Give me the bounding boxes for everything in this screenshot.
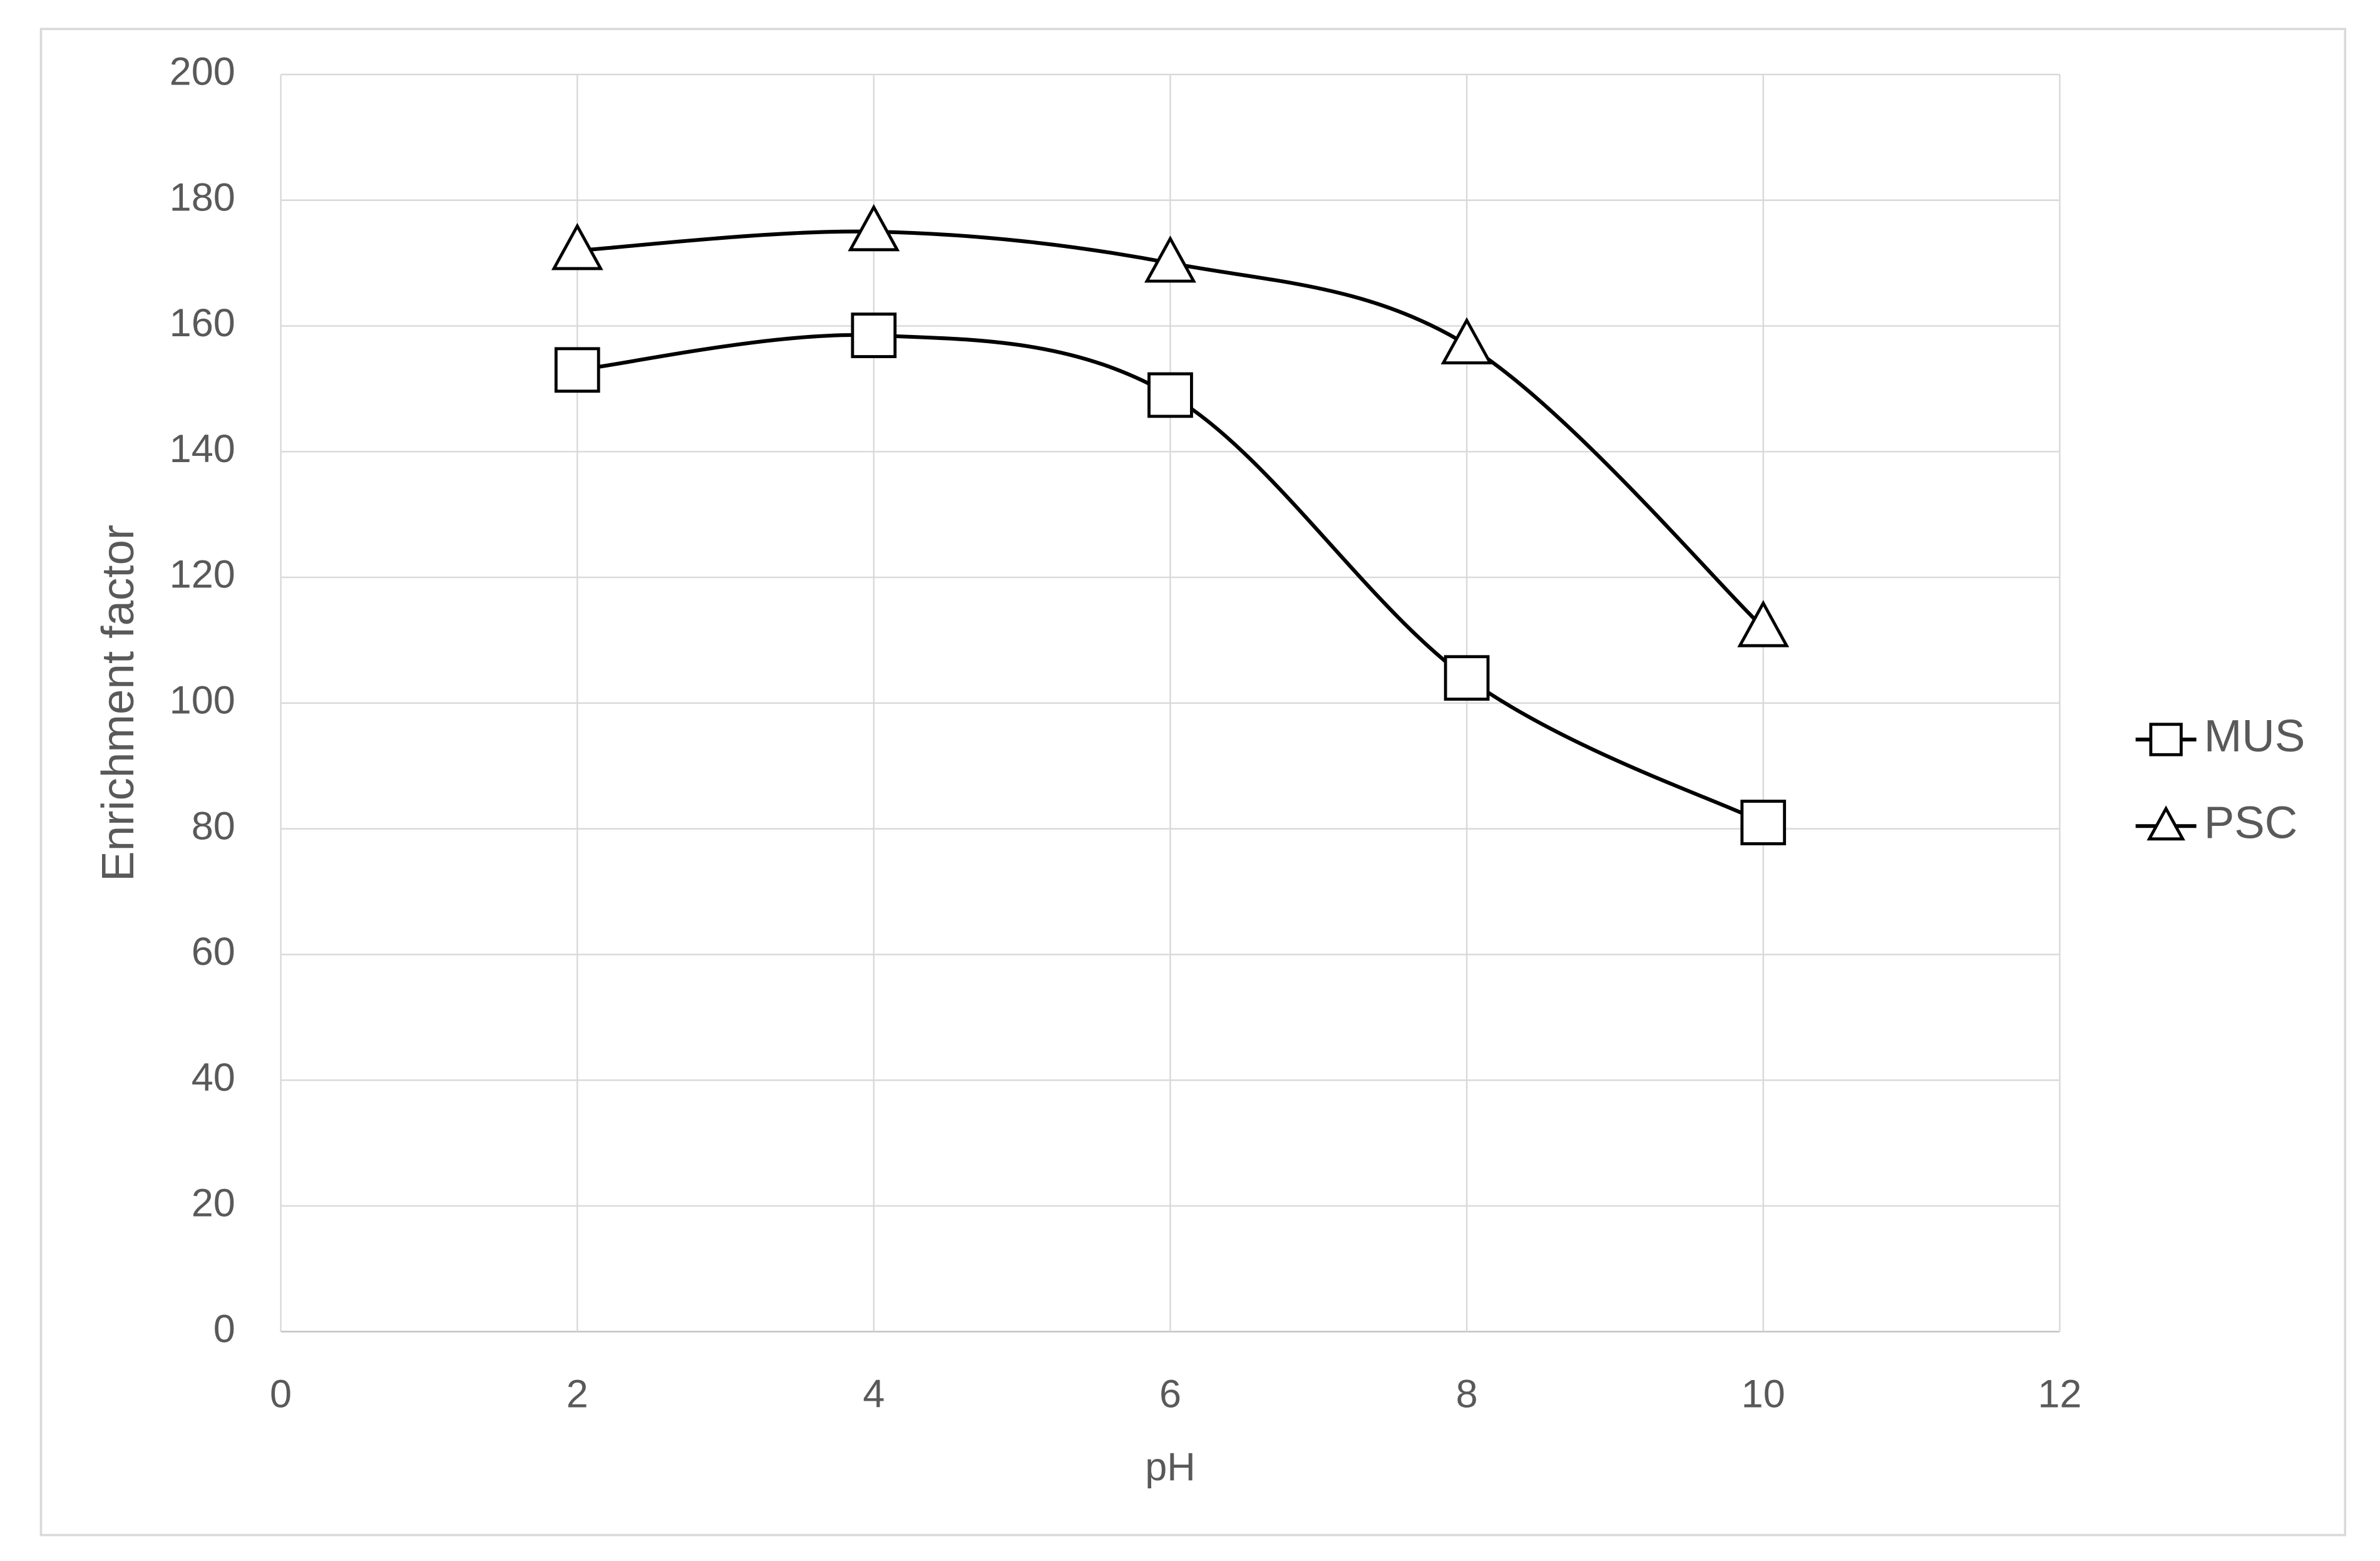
data-point	[1147, 372, 1193, 418]
y-tick-label: 80	[192, 804, 235, 848]
y-tick-label: 40	[192, 1056, 235, 1100]
legend-label: PSC	[2204, 797, 2298, 848]
x-tick-label: 12	[2038, 1373, 2081, 1416]
data-point	[1737, 600, 1790, 647]
data-point	[1740, 800, 1787, 845]
x-tick-label: 10	[1741, 1373, 1785, 1416]
data-point	[851, 312, 897, 358]
x-tick-label: 6	[1159, 1373, 1181, 1416]
data-point	[554, 347, 600, 393]
x-tick-label: 4	[863, 1373, 885, 1416]
legend-marker	[2147, 805, 2185, 841]
y-tick-label: 0	[213, 1307, 235, 1351]
x-tick-label: 0	[270, 1373, 292, 1416]
data-point	[551, 223, 603, 270]
y-tick-label: 120	[170, 553, 235, 597]
x-axis-label: pH	[1145, 1445, 1196, 1489]
data-point	[1440, 317, 1493, 364]
chart-border	[39, 28, 2347, 1537]
data-point	[848, 203, 900, 252]
y-tick-label: 180	[170, 175, 235, 219]
y-tick-label: 140	[170, 427, 235, 471]
x-tick-label: 8	[1456, 1373, 1478, 1416]
y-tick-label: 20	[192, 1182, 235, 1225]
y-tick-label: 200	[170, 50, 235, 94]
series-line	[577, 229, 1765, 629]
legend-label: MUS	[2204, 711, 2306, 761]
data-point	[1144, 235, 1196, 283]
y-tick-label: 60	[192, 930, 235, 974]
y-tick-label: 100	[170, 678, 235, 722]
data-point	[1444, 655, 1490, 701]
legend-marker	[2149, 723, 2183, 756]
y-tick-label: 160	[170, 301, 235, 345]
x-tick-label: 2	[567, 1373, 588, 1416]
y-axis-label: Enrichment factor	[93, 525, 143, 882]
